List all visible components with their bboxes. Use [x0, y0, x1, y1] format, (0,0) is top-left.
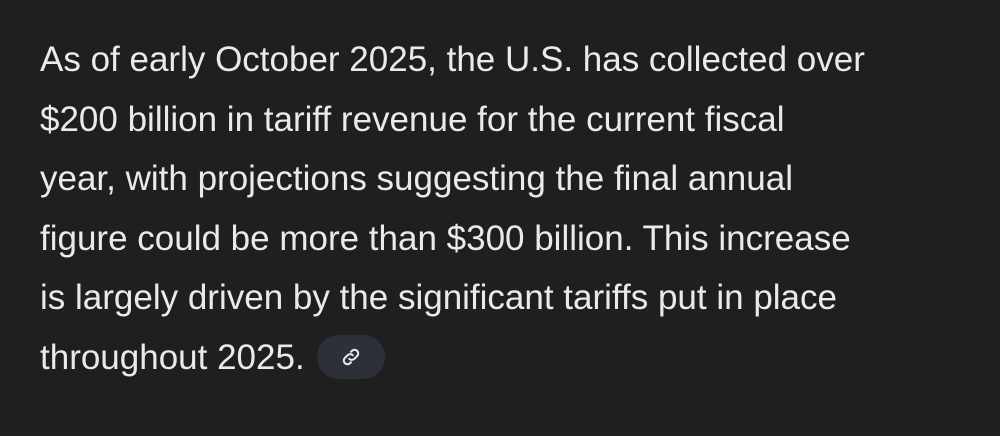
text-span: As of early October 2025, the U.S. has c… [40, 40, 865, 79]
text-line: As of early October 2025, the U.S. has c… [40, 30, 990, 90]
response-paragraph: As of early October 2025, the U.S. has c… [40, 30, 990, 387]
text-span: figure could be more than $300 billion. … [40, 218, 851, 258]
text-line: year, with projections suggesting the fi… [40, 149, 990, 209]
text-span: is largely driven by the significant tar… [40, 278, 837, 317]
text-line: figure could be more than $300 billion. … [40, 209, 990, 269]
text-span: $200 billion in tariff revenue for the c… [40, 99, 785, 139]
text-line: is largely driven by the significant tar… [40, 268, 990, 328]
text-line: $200 billion in tariff revenue for the c… [40, 90, 990, 150]
text-span: throughout 2025. [40, 337, 305, 377]
text-line: throughout 2025. [40, 328, 990, 388]
text-span: year, with projections suggesting the fi… [40, 159, 793, 198]
source-link-chip[interactable] [316, 335, 385, 380]
link-icon [342, 349, 359, 366]
